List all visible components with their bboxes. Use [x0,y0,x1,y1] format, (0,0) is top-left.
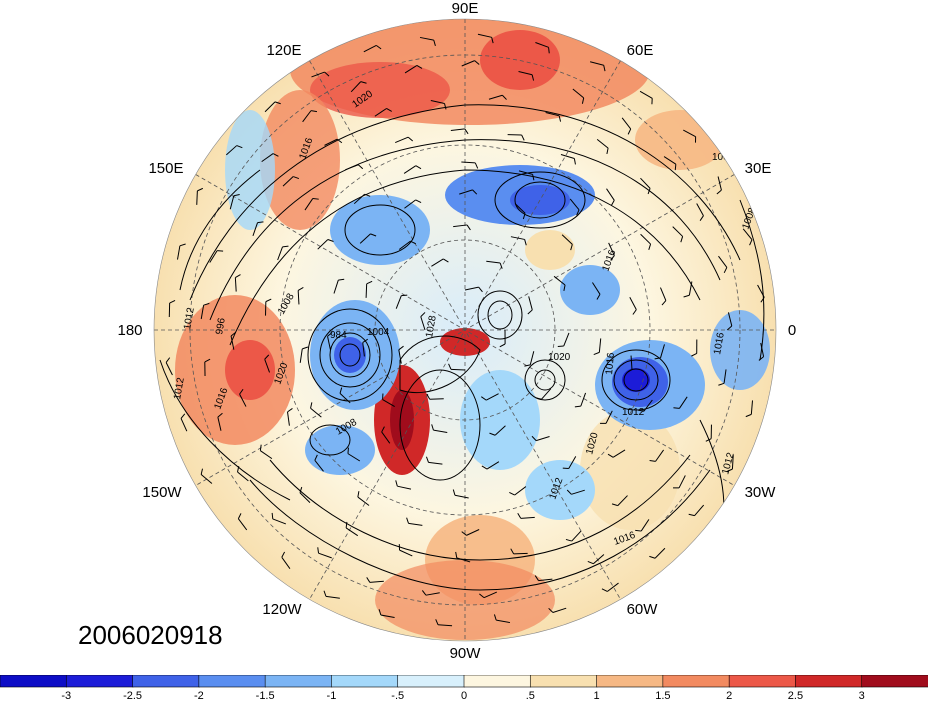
colorbar-tick-label: -2.5 [123,690,142,702]
colorbar-canvas: -3 -2.5 -2 -1.5 -1 -.5 0 .5 1 1.5 2 2.5 3 [0,675,928,702]
wind-barb [514,553,528,554]
lon-label-0: 0 [788,322,796,339]
lon-label-90e: 90E [452,0,479,17]
colorbar-tick-label: 2.5 [788,690,803,702]
colorbar-bin [597,675,664,687]
colorbar-tick-label: .5 [526,690,535,702]
wind-barb-flag [348,448,349,454]
temperature-anomaly-field: 1008 1020 1016 1012 996 984 1004 1008 10… [154,15,776,641]
contour-label: 1012 [622,407,645,418]
colorbar-bin [795,675,862,687]
colorbar: -3 -2.5 -2 -1.5 -1 -.5 0 .5 1 1.5 2 2.5 3 [0,675,928,702]
wind-barb [451,369,465,370]
contour-label: 984 [330,330,347,341]
timestamp-label: 2006020918 [78,620,223,651]
contour-label: 1008 [712,152,735,163]
colorbar-bin [663,675,730,687]
wind-barb-flag [675,164,676,170]
lon-label-120w: 120W [262,601,302,618]
wind-barb [366,284,367,298]
lon-label-120e: 120E [266,42,301,59]
wind-barb-flag [558,346,564,347]
contour-label: 1020 [548,352,571,363]
colorbar-tick-label: -3 [61,690,71,702]
lon-label-90w: 90W [450,645,482,662]
colorbar-bin [331,675,398,687]
lon-label-60w: 60W [627,601,659,618]
colorbar-bin [199,675,266,687]
colorbar-bin [464,675,531,687]
lon-label-30e: 30E [745,160,772,177]
wind-barb [430,399,444,400]
wind-barb-flag [283,246,289,247]
wind-barb [197,191,198,205]
colorbar-tick-label: 2 [726,690,732,702]
lon-label-150e: 150E [148,160,183,177]
wind-barb-flag [549,47,550,53]
colorbar-bin [530,675,597,687]
colorbar-tick-label: 0 [461,690,467,702]
colorbar-tick-label: 1.5 [655,690,670,702]
colorbar-tick-label: 1 [594,690,600,702]
wind-barb-flag [272,513,273,519]
polar-map: 1008 1020 1016 1012 996 984 1004 1008 10… [0,0,928,675]
colorbar-bin [265,675,332,687]
contour-label: 1004 [367,327,390,338]
colorbar-tick-label: 3 [859,690,865,702]
contour-label: 1016 [604,352,617,376]
colorbar-bin [729,675,796,687]
colorbar-tick-label: -1.5 [256,690,275,702]
wind-barb-flag [401,295,407,296]
lon-label-180: 180 [117,322,142,339]
map-canvas: 1008 1020 1016 1012 996 984 1004 1008 10… [0,0,928,675]
wind-barb-flag [673,408,679,409]
colorbar-bin [66,675,133,687]
colorbar-tick-label: -.5 [391,690,404,702]
colorbar-bin [398,675,465,687]
lon-label-60e: 60E [627,42,654,59]
lon-label-150w: 150W [142,484,182,501]
colorbar-bin [133,675,200,687]
colorbar-tick-label: -2 [194,690,204,702]
wind-barb-flag [635,530,641,531]
colorbar-bin [0,675,67,687]
colorbar-bin [862,675,928,687]
colorbar-tick-label: -1 [327,690,337,702]
lon-label-30w: 30W [745,484,777,501]
